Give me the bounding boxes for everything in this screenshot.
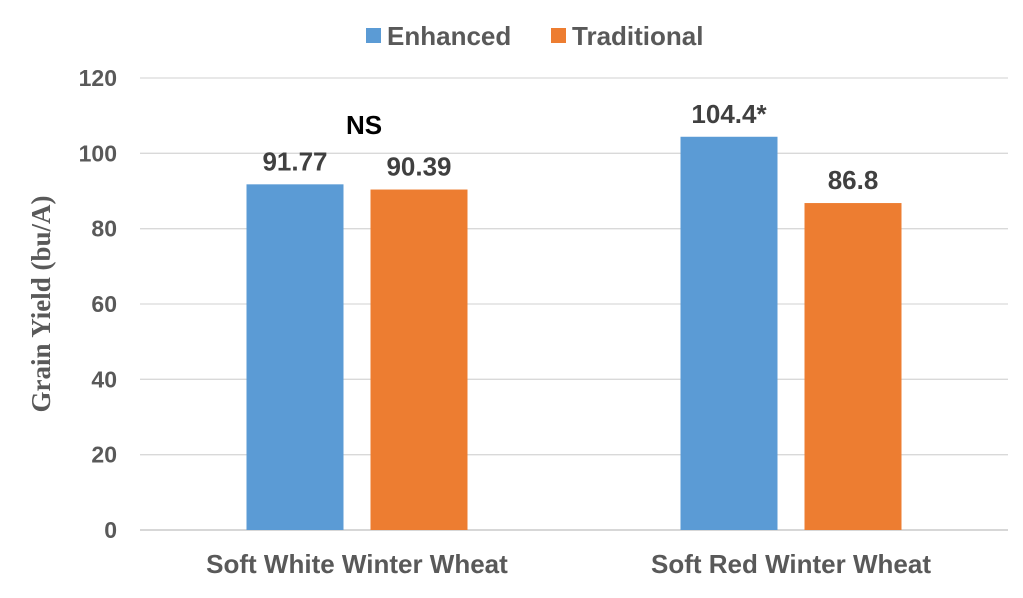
significance-annotation: NS — [346, 110, 382, 140]
x-tick-label: Soft White Winter Wheat — [206, 549, 508, 579]
data-label: 104.4* — [691, 99, 767, 129]
y-tick-label: 80 — [91, 216, 117, 242]
bar-traditional — [804, 203, 902, 530]
y-tick-label: 60 — [91, 291, 117, 317]
bar-traditional — [370, 189, 468, 530]
y-tick-label: 100 — [79, 140, 117, 166]
y-tick-label: 0 — [104, 517, 117, 543]
legend-swatch-enhanced — [366, 28, 381, 43]
y-tick-label: 120 — [79, 65, 117, 91]
data-label: 86.8 — [828, 165, 879, 195]
y-axis-label: Grain Yield (bu/A) — [26, 195, 56, 412]
legend-label: Enhanced — [387, 21, 511, 51]
x-tick-label: Soft Red Winter Wheat — [651, 549, 931, 579]
data-label: 90.39 — [386, 152, 451, 182]
legend-swatch-traditional — [551, 28, 566, 43]
bar-enhanced — [680, 136, 778, 530]
y-tick-label: 20 — [91, 442, 117, 468]
data-label: 91.77 — [262, 146, 327, 176]
legend-label: Traditional — [572, 21, 703, 51]
bar-enhanced — [246, 184, 344, 530]
y-tick-label: 40 — [91, 366, 117, 392]
